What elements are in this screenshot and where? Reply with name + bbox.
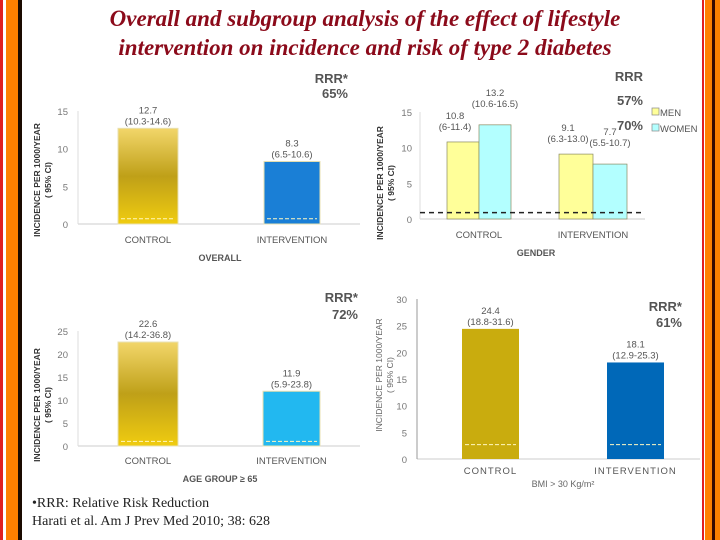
slide-title: Overall and subgroup analysis of the eff… [30, 4, 700, 62]
y-tick-label: 15 [57, 107, 68, 118]
data-label: 22.6 [139, 319, 158, 330]
x-axis-title: OVERALL [198, 253, 242, 263]
legend-label-men: MEN [660, 108, 681, 119]
y-tick-label: 10 [57, 396, 68, 407]
ci-label: (6.3-13.0) [547, 134, 588, 145]
rrr-value: 72% [332, 307, 358, 322]
citation: Harati et al. Am J Prev Med 2010; 38: 62… [32, 514, 270, 529]
data-label: 24.4 [481, 306, 500, 317]
y-tick-label: 5 [402, 428, 407, 439]
bar-intervention [262, 390, 321, 447]
rrr-label: RRR* [325, 290, 359, 305]
y-tick-label: 5 [407, 179, 412, 190]
title-line-1: Overall and subgroup analysis of the eff… [109, 6, 621, 31]
y-axis-title-line: ( 95% CI) [385, 357, 395, 393]
data-label: 18.1 [626, 339, 645, 350]
y-axis-title-line: ( 95% CI) [43, 387, 53, 423]
data-label: 11.9 [283, 368, 301, 379]
data-label: 10.8 [446, 111, 465, 122]
y-axis-title: INCIDENCE PER 1000/YEAR( 95% CI) [32, 123, 53, 237]
ci-label: (5.9-23.8) [271, 379, 312, 390]
y-axis-title: INCIDENCE PER 1000/YEAR( 95% CI) [375, 126, 396, 240]
bar-men-control [446, 141, 480, 220]
y-tick-label: 10 [401, 144, 412, 155]
data-label: 7.7 [603, 127, 616, 138]
rrr-value: 61% [656, 315, 682, 330]
ci-label: (10.3-14.6) [125, 116, 171, 127]
category-label-control: CONTROL [125, 235, 171, 246]
data-label: 13.2 [486, 88, 505, 99]
bar-women-intervention [592, 163, 628, 220]
y-tick-label: 15 [57, 373, 68, 384]
category-label-control: CONTROL [464, 466, 517, 477]
bar-control [462, 328, 519, 459]
footnote: •RRR: Relative Risk Reduction [32, 496, 210, 511]
y-tick-label: 0 [402, 455, 407, 466]
ci-label: (12.9-25.3) [612, 350, 658, 361]
bar-intervention [263, 160, 321, 225]
legend-swatch-men [651, 107, 660, 116]
y-axis-title-line: INCIDENCE PER 1000/YEAR [374, 318, 384, 431]
category-label-intervention: INTERVENTION [558, 230, 629, 241]
y-tick-label: 30 [396, 295, 407, 306]
category-label-intervention: INTERVENTION [256, 456, 327, 467]
legend-swatch-women [651, 123, 660, 132]
y-tick-label: 20 [396, 348, 407, 359]
x-axis-title: GENDER [517, 248, 556, 258]
y-tick-label: 0 [63, 442, 68, 453]
ci-label: (18.8-31.6) [467, 317, 513, 328]
rrr-value: 57% [617, 93, 643, 108]
y-tick-label: 5 [63, 182, 68, 193]
bar-men-intervention [558, 153, 594, 220]
category-label-intervention: INTERVENTION [594, 466, 677, 477]
y-axis-title-line: INCIDENCE PER 1000/YEAR [375, 126, 385, 240]
data-label: 12.7 [139, 105, 158, 116]
y-tick-label: 20 [57, 350, 68, 361]
border-dark-right [712, 0, 715, 540]
y-tick-label: 15 [396, 375, 407, 386]
legend-label-women: WOMEN [660, 124, 698, 135]
ci-label: (6-11.4) [439, 122, 472, 133]
y-axis-title-line: ( 95% CI) [43, 162, 53, 198]
y-tick-label: 10 [57, 145, 68, 156]
bar-intervention [607, 362, 664, 459]
rrr-value: 70% [617, 118, 643, 133]
y-tick-label: 0 [407, 215, 412, 226]
x-axis-title: AGE GROUP ≥ 65 [183, 474, 258, 484]
x-axis-title: BMI > 30 Kg/m² [532, 479, 595, 489]
y-tick-label: 5 [63, 419, 68, 430]
rrr-label: RRR* [315, 71, 349, 86]
data-label: 9.1 [561, 123, 574, 134]
y-tick-label: 10 [396, 402, 407, 413]
y-axis-title-line: INCIDENCE PER 1000/YEAR [32, 348, 42, 462]
data-label: 8.3 [285, 138, 298, 149]
title-line-2: intervention on incidence and risk of ty… [118, 35, 612, 60]
y-tick-label: 25 [57, 327, 68, 338]
ci-label: (6.5-10.6) [271, 149, 312, 160]
category-label-control: CONTROL [125, 456, 171, 467]
bar-control [117, 341, 179, 447]
border-dark-left [18, 0, 22, 540]
border-red-left [0, 0, 3, 540]
y-axis-title-line: INCIDENCE PER 1000/YEAR [32, 123, 42, 237]
y-axis-title: INCIDENCE PER 1000/YEAR( 95% CI) [32, 348, 53, 462]
rrr-value: 65% [322, 86, 348, 101]
border-orange-left [6, 0, 18, 540]
ci-label: (14.2-36.8) [125, 330, 171, 341]
border-red-right [702, 0, 704, 540]
bar-women-control [478, 124, 512, 220]
y-axis-title-line: ( 95% CI) [386, 165, 396, 201]
rrr-label: RRR [615, 69, 644, 84]
ci-label: (5.5-10.7) [589, 138, 630, 149]
ci-label: (10.6-16.5) [472, 99, 518, 110]
rrr-label: RRR* [649, 299, 683, 314]
y-axis-title: INCIDENCE PER 1000/YEAR( 95% CI) [374, 318, 395, 431]
category-label-control: CONTROL [456, 230, 502, 241]
y-tick-label: 15 [401, 108, 412, 119]
bar-control [117, 127, 179, 225]
category-label-intervention: INTERVENTION [257, 235, 328, 246]
y-tick-label: 0 [63, 220, 68, 231]
y-tick-label: 25 [396, 322, 407, 333]
